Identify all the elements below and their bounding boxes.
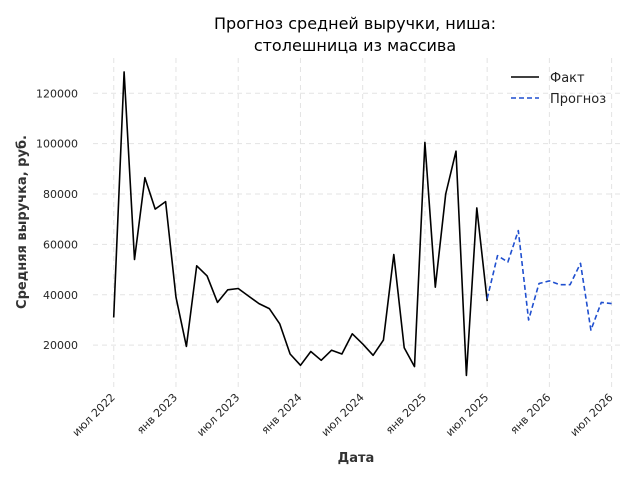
legend-label-fact: Факт (550, 71, 585, 86)
y-axis-ticks: 20000 40000 60000 80000 100000 120000 (36, 87, 78, 352)
series-line-fact (112, 71, 488, 377)
y-tick-label: 120000 (36, 87, 78, 100)
chart-title-line-1: Прогноз средней выручки, ниша: (214, 14, 496, 33)
chart-title-line-2: столешница из массива (254, 36, 456, 55)
legend: Факт Прогноз (511, 71, 606, 107)
y-tick-label: 60000 (43, 238, 78, 251)
y-tick-label: 80000 (43, 188, 78, 201)
y-tick-label: 40000 (43, 289, 78, 302)
grid (93, 58, 622, 388)
series-layer (112, 71, 612, 377)
x-axis-label: Дата (338, 451, 375, 466)
legend-label-forecast: Прогноз (550, 92, 606, 107)
y-tick-label: 20000 (43, 339, 78, 352)
y-tick-label: 100000 (36, 138, 78, 151)
series-line-forecast (486, 229, 612, 331)
y-axis-label: Средняя выручка, руб. (15, 135, 30, 309)
